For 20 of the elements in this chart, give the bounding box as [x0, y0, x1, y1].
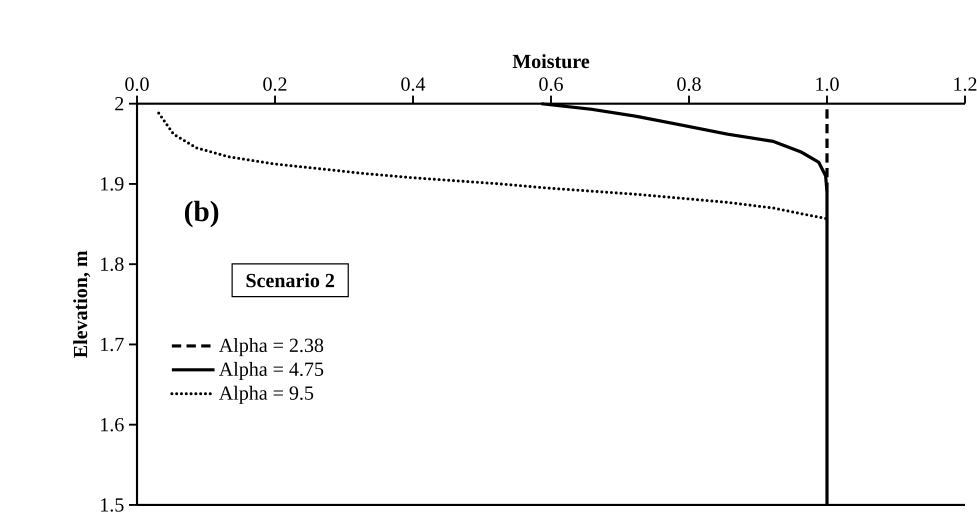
y-tick-label: 1.7 [101, 338, 124, 352]
legend-label: Alpha = 4.75 [218, 362, 324, 380]
y-tick-label: 1.6 [101, 418, 124, 432]
legend-label: Alpha = 2.38 [218, 338, 324, 356]
x-tick-label: 0.0 [125, 77, 149, 91]
x-tick-label: 0.2 [263, 77, 286, 91]
y-tick-label: 1.8 [101, 257, 124, 271]
legend-label: Alpha = 9.5 [218, 386, 314, 404]
x-tick-label: 1.0 [816, 77, 839, 91]
x-tick-label: 0.8 [677, 77, 701, 91]
x-tick-label: 0.4 [401, 77, 426, 91]
annotation: (b) [184, 200, 218, 228]
legend-title: Scenario 2 [246, 273, 334, 288]
x-tick-label: 1.2 [954, 77, 976, 91]
y-tick-label: 2 [115, 97, 124, 110]
x-axis-title: Moisture [512, 54, 590, 68]
y-tick-label: 1.5 [101, 498, 124, 512]
y-axis-title: Elevation, m [73, 250, 90, 358]
x-tick-label: 0.6 [539, 77, 563, 91]
y-tick-label: 1.9 [101, 177, 124, 191]
